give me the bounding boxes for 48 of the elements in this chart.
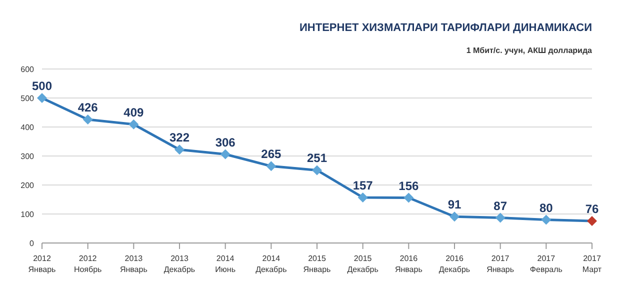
- x-tick-label: 2016 Январь: [394, 254, 422, 274]
- data-label: 322: [169, 130, 190, 145]
- x-tick-label: 2013 Январь: [120, 254, 148, 274]
- chart-title: ИНТЕРНЕТ ХИЗМАТЛАРИ ТАРИФЛАРИ ДИНАМИКАСИ: [298, 22, 592, 34]
- y-tick-label: 600: [20, 64, 35, 74]
- x-tick-label: 2017 Январь: [486, 254, 514, 274]
- x-tick-label: 2013 Декабрь: [164, 254, 196, 274]
- point: [450, 212, 460, 222]
- data-label: 306: [215, 135, 236, 150]
- x-tick-label: 2014 Декабрь: [256, 254, 287, 274]
- x-tick-label: 2012 Январь: [28, 254, 56, 274]
- y-tick-label: 100: [20, 210, 35, 219]
- point: [404, 192, 414, 203]
- x-tick-label: 2016 Декабрь: [438, 254, 470, 274]
- x-tick-label: 2015 Декабрь: [347, 254, 378, 274]
- data-label: 157: [352, 178, 374, 192]
- y-tick-label: 200: [20, 180, 35, 190]
- x-tick-label: 2015 Январь: [303, 254, 331, 274]
- point: [128, 119, 139, 130]
- data-label: 80: [539, 200, 554, 215]
- data-label: 265: [261, 147, 282, 162]
- x-tick-label: 2017 Февраль: [530, 254, 562, 274]
- point: [495, 212, 506, 223]
- y-tick-label: 0: [30, 238, 35, 248]
- point: [82, 114, 93, 124]
- y-tick-label: 400: [20, 122, 35, 132]
- chart-subtitle: 1 Мбит/с. учун, АКШ долларида: [465, 46, 592, 55]
- y-tick-label: 300: [20, 152, 35, 161]
- data-label: 87: [494, 198, 508, 213]
- point: [312, 165, 322, 176]
- data-label: 91: [448, 198, 462, 212]
- point: [266, 161, 276, 172]
- point: [220, 149, 230, 160]
- data-label: 500: [32, 79, 52, 93]
- x-tick-label: 2014 Июнь: [215, 254, 236, 274]
- point: [587, 216, 597, 226]
- point: [541, 214, 552, 225]
- data-label: 156: [398, 178, 419, 193]
- point: [174, 144, 184, 155]
- x-tick-label: 2012 Ноябрь: [74, 254, 102, 274]
- data-label: 76: [585, 202, 599, 216]
- point: [358, 192, 368, 202]
- data-label: 251: [306, 151, 328, 166]
- data-label: 409: [124, 105, 144, 120]
- data-label: 426: [78, 100, 98, 114]
- x-tick-label: 2017 Март: [582, 254, 602, 274]
- point: [37, 93, 47, 103]
- y-tick-label: 500: [20, 94, 35, 103]
